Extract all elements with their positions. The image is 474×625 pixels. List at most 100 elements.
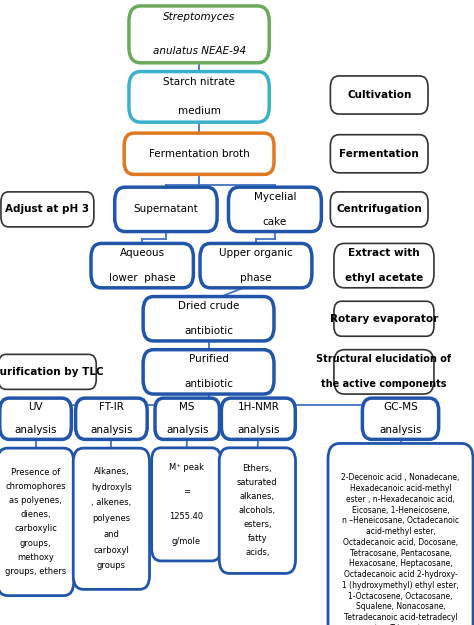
Text: Rotary evaporator: Rotary evaporator [330,314,438,324]
Text: Presence of: Presence of [11,468,60,477]
Text: saturated: saturated [237,478,278,488]
FancyBboxPatch shape [228,187,321,231]
Text: Adjust at pH 3: Adjust at pH 3 [5,204,90,214]
FancyBboxPatch shape [330,134,428,172]
Text: Dried crude: Dried crude [178,301,239,311]
FancyBboxPatch shape [73,448,149,589]
Text: ethyl acetate: ethyl acetate [345,273,423,283]
FancyBboxPatch shape [330,76,428,114]
FancyBboxPatch shape [143,296,274,341]
Text: chromophores: chromophores [5,482,66,491]
Text: Eicosane, 1-Heneicosene,: Eicosane, 1-Heneicosene, [352,506,449,514]
Text: analysis: analysis [166,425,209,435]
Text: anulatus NEAE-94: anulatus NEAE-94 [153,46,246,56]
FancyBboxPatch shape [91,243,193,288]
Text: groups, ethers: groups, ethers [5,567,66,576]
Text: 1H-NMR: 1H-NMR [237,402,279,412]
Text: Purification by TLC: Purification by TLC [0,367,103,377]
Text: 1255.40: 1255.40 [169,512,203,521]
FancyBboxPatch shape [129,6,269,63]
FancyBboxPatch shape [334,243,434,288]
Text: 2-Decenoic acid , Nonadecane,: 2-Decenoic acid , Nonadecane, [341,473,460,482]
Text: Cultivation: Cultivation [347,90,411,100]
Text: analysis: analysis [90,425,133,435]
Text: 1 (hydroxymethyl) ethyl ester,: 1 (hydroxymethyl) ethyl ester, [342,581,459,590]
Text: Alkanes,: Alkanes, [93,467,129,476]
Text: phase: phase [240,273,272,283]
Text: acid-methyl ester,: acid-methyl ester, [365,527,436,536]
Text: carboxyl: carboxyl [93,546,129,555]
Text: groups,: groups, [20,539,51,548]
Text: M⁺ peak: M⁺ peak [169,462,204,472]
FancyBboxPatch shape [330,192,428,227]
FancyBboxPatch shape [221,398,295,439]
FancyBboxPatch shape [129,71,269,122]
Text: GC-MS: GC-MS [383,402,418,412]
Text: Hexacosane, Heptacosane,: Hexacosane, Heptacosane, [349,559,452,568]
FancyBboxPatch shape [0,354,96,389]
Text: lower  phase: lower phase [109,273,175,283]
Text: Upper organic: Upper organic [219,248,293,258]
Text: Starch nitrate: Starch nitrate [163,78,235,88]
FancyBboxPatch shape [115,187,217,231]
Text: methoxy: methoxy [17,552,54,562]
FancyBboxPatch shape [334,350,434,394]
Text: and: and [103,530,119,539]
Text: Fermentation broth: Fermentation broth [149,149,249,159]
Text: carboxylic: carboxylic [14,524,57,534]
Text: MS: MS [180,402,195,412]
Text: groups: groups [97,561,126,571]
FancyBboxPatch shape [362,398,439,439]
Text: Tetracosane, Pentacosane,: Tetracosane, Pentacosane, [349,549,452,558]
FancyBboxPatch shape [152,448,221,561]
Text: =: = [183,488,190,496]
Text: Hexadecanoic acid-methyl: Hexadecanoic acid-methyl [350,484,451,493]
Text: Centrifugation: Centrifugation [337,204,422,214]
FancyBboxPatch shape [0,448,73,596]
Text: cake: cake [263,217,287,227]
FancyBboxPatch shape [124,133,274,174]
Text: Fermentation: Fermentation [339,149,419,159]
Text: n –Heneicosane, Octadecanoic: n –Heneicosane, Octadecanoic [342,516,459,526]
Text: Streptomyces: Streptomyces [163,12,235,22]
Text: the active components: the active components [321,379,447,389]
FancyBboxPatch shape [143,350,274,394]
Text: Octadecanoic acid 2-hydroxy-: Octadecanoic acid 2-hydroxy- [344,570,457,579]
Text: UV: UV [28,402,43,412]
Text: hydroxyls: hydroxyls [91,482,132,492]
FancyBboxPatch shape [0,398,72,439]
Text: esters,: esters, [243,520,272,529]
Text: Structural elucidation of: Structural elucidation of [316,354,452,364]
Text: as polyenes,: as polyenes, [9,496,62,505]
Text: Ethers,: Ethers, [243,464,272,474]
Text: 1-Octacosene, Octacosane,: 1-Octacosene, Octacosane, [348,592,453,601]
Text: analysis: analysis [379,425,422,435]
Text: fatty: fatty [247,534,267,543]
Text: Aqueous: Aqueous [119,248,165,258]
FancyBboxPatch shape [155,398,219,439]
FancyBboxPatch shape [334,301,434,336]
Text: alcohols,: alcohols, [239,506,276,515]
Text: alkanes,: alkanes, [240,492,275,501]
Text: acids,: acids, [245,548,270,557]
Text: medium: medium [178,106,220,116]
Text: g/mole: g/mole [172,537,201,546]
Text: ester, Triacontane: ester, Triacontane [366,624,435,625]
Text: Octadecanoic acid, Docosane,: Octadecanoic acid, Docosane, [343,538,458,547]
Text: antibiotic: antibiotic [184,379,233,389]
Text: Supernatant: Supernatant [134,204,198,214]
FancyBboxPatch shape [1,192,94,227]
Text: Tetradecanoic acid-tetradecyl: Tetradecanoic acid-tetradecyl [344,613,457,622]
FancyBboxPatch shape [219,448,296,574]
Text: dienes,: dienes, [20,510,51,519]
Text: , alkenes,: , alkenes, [91,499,131,508]
Text: Extract with: Extract with [348,248,420,258]
Text: Purified: Purified [189,354,228,364]
Text: Mycelial: Mycelial [254,192,296,202]
FancyBboxPatch shape [75,398,147,439]
Text: antibiotic: antibiotic [184,326,233,336]
Text: FT-IR: FT-IR [99,402,124,412]
Text: polyenes: polyenes [92,514,130,523]
Text: analysis: analysis [14,425,57,435]
Text: Squalene, Nonacosane,: Squalene, Nonacosane, [356,602,446,611]
